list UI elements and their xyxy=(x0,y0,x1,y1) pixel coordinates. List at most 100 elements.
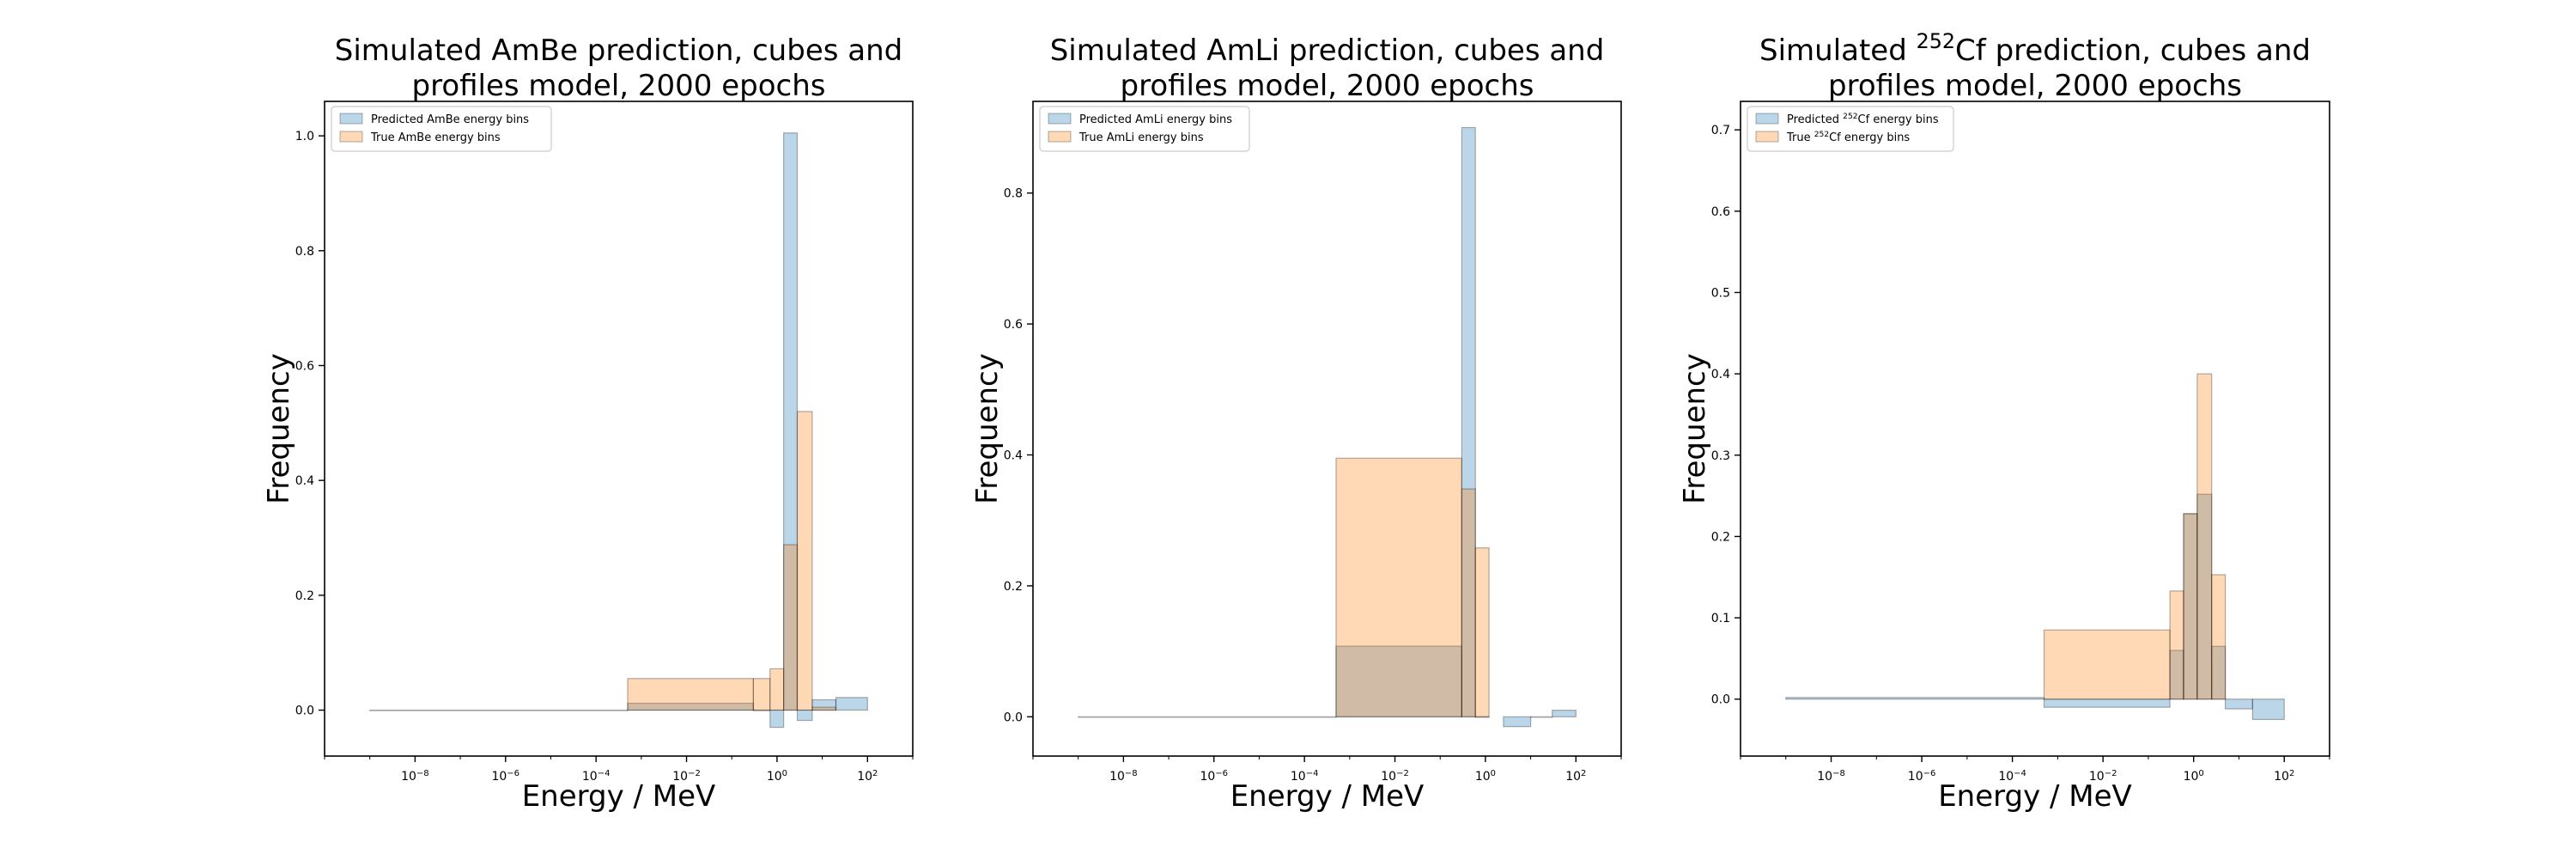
bar-predicted-6 xyxy=(811,699,837,711)
chart-title-line-2: profiles model, 2000 epochs xyxy=(1828,69,2242,103)
legend-label-predicted: Predicted AmBe energy bins xyxy=(371,113,529,126)
axes-frame xyxy=(1740,101,2330,757)
bar-predicted-6 xyxy=(2224,699,2253,710)
bar-predicted-7 xyxy=(2251,699,2285,721)
axes-frame xyxy=(324,101,914,757)
bar-predicted-3 xyxy=(769,709,785,729)
legend-label-predicted: Predicted AmLi energy bins xyxy=(1079,113,1232,126)
bar-true-2 xyxy=(769,668,785,711)
x-axis-label: Energy / MeV xyxy=(522,779,716,814)
legend-box xyxy=(1039,106,1250,152)
x-tick-label: 10−2 xyxy=(672,769,701,784)
x-tick-label: 100 xyxy=(767,769,787,784)
y-tick-label: 0.7 xyxy=(1711,124,1730,137)
y-tick-label: 0.8 xyxy=(295,245,314,259)
bar-predicted-0 xyxy=(1785,697,2045,700)
y-tick-label: 0.8 xyxy=(1004,187,1023,201)
x-tick-label: 102 xyxy=(857,769,878,784)
y-tick-label: 0.3 xyxy=(1711,449,1730,463)
bar-predicted-1 xyxy=(2043,699,2171,708)
y-tick-label: 0.5 xyxy=(1711,286,1730,300)
legend-label-true: True AmBe energy bins xyxy=(370,131,501,144)
x-tick-label: 10−6 xyxy=(1200,769,1228,784)
legend-label-true: True 252Cf energy bins xyxy=(1786,131,1910,144)
y-tick-label: 0.2 xyxy=(1004,580,1023,594)
bar-predicted-2 xyxy=(2169,650,2184,700)
bar-true-1 xyxy=(1461,488,1476,717)
x-tick-label: 10−8 xyxy=(1817,769,1845,784)
bar-true-0 xyxy=(1335,457,1462,717)
bar-predicted-4 xyxy=(2196,493,2213,700)
bar-predicted-1 xyxy=(627,702,754,711)
chart-title-line-2: profiles model, 2000 epochs xyxy=(412,69,826,103)
bar-predicted-5 xyxy=(2211,645,2227,700)
bar-true-0 xyxy=(627,678,754,711)
x-tick-label: 10−2 xyxy=(1381,769,1409,784)
x-tick-label: 102 xyxy=(2274,769,2294,784)
legend-swatch-predicted xyxy=(1048,113,1072,125)
y-tick-label: 0.2 xyxy=(1711,530,1730,544)
axes-frame xyxy=(1032,101,1622,757)
chart-panel-3: 0.0 0.1 0.2 0.3 0.4 0.5 0.6 0.7 10−8 10−6 10−4 10−2… xyxy=(1678,29,2330,814)
x-tick-label: 10−8 xyxy=(401,769,429,784)
bar-true-4 xyxy=(2211,574,2227,700)
y-tick-label: 0.6 xyxy=(1711,205,1730,219)
bar-true-3 xyxy=(783,544,799,711)
legend-label-predicted: Predicted 252Cf energy bins xyxy=(1787,113,1939,126)
y-tick-label: 0.0 xyxy=(1711,693,1730,707)
y-tick-label: 0.6 xyxy=(1004,318,1023,332)
bar-true-2 xyxy=(2183,513,2198,700)
bar-true-1 xyxy=(752,678,771,711)
x-tick-label: 10−6 xyxy=(1908,769,1936,784)
x-tick-label: 100 xyxy=(2184,769,2204,784)
legend-swatch-predicted xyxy=(339,113,363,125)
bar-predicted-6 xyxy=(1552,710,1577,717)
bar-true-1 xyxy=(2169,590,2184,700)
chart-title-line-1: Simulated AmBe prediction, cubes and xyxy=(335,34,902,68)
chart-panel-2: 0.0 0.2 0.4 0.6 0.8 10−8 10−6 10−4 10−2 100 102 Sim… xyxy=(970,34,1622,814)
bar-predicted-1 xyxy=(1335,645,1462,717)
chart-title-line-1: Simulated 252Cf prediction, cubes and xyxy=(1759,29,2311,68)
bar-true-2 xyxy=(1474,547,1490,717)
y-tick-label: 0.2 xyxy=(295,589,314,603)
legend-box xyxy=(1747,106,1954,152)
bar-true-5 xyxy=(811,706,837,711)
y-axis-label: Frequency xyxy=(970,353,1005,504)
x-tick-label: 10−4 xyxy=(1291,769,1319,784)
chart-title-line-1: Simulated AmLi prediction, cubes and xyxy=(1050,34,1605,68)
y-tick-label: 0.0 xyxy=(295,705,314,718)
bar-predicted-5 xyxy=(796,709,813,722)
y-tick-label: 0.4 xyxy=(1711,368,1730,381)
bar-predicted-7 xyxy=(835,697,868,711)
x-tick-label: 100 xyxy=(1475,769,1496,784)
y-tick-label: 0.4 xyxy=(1004,448,1023,462)
legend-box xyxy=(331,106,552,152)
legend-swatch-true xyxy=(1755,131,1779,143)
x-axis-label: Energy / MeV xyxy=(1938,779,2132,814)
legend-swatch-true xyxy=(339,131,363,143)
bar-true-3 xyxy=(2196,373,2213,700)
y-tick-label: 0.0 xyxy=(1004,711,1023,724)
y-tick-label: 1.0 xyxy=(295,130,314,143)
x-tick-label: 10−6 xyxy=(491,769,519,784)
bar-predicted-3 xyxy=(2183,513,2198,700)
y-tick-label: 0.4 xyxy=(295,474,314,488)
chart-panel-1: 0.0 0.2 0.4 0.6 0.8 1.0 10−8 10−6 10−4 10−2 100 102… xyxy=(262,34,914,814)
y-axis-label: Frequency xyxy=(1678,353,1712,504)
legend-swatch-true xyxy=(1048,131,1072,143)
bar-true-0 xyxy=(2043,629,2171,700)
y-tick-label: 0.6 xyxy=(295,359,314,373)
x-tick-label: 10−2 xyxy=(2089,769,2117,784)
bar-true-4 xyxy=(796,411,813,711)
bar-predicted-4 xyxy=(783,132,799,711)
x-tick-label: 10−8 xyxy=(1109,769,1138,784)
y-axis-label: Frequency xyxy=(262,353,296,504)
x-tick-label: 102 xyxy=(1565,769,1586,784)
x-tick-label: 10−4 xyxy=(1998,769,2026,784)
bar-predicted-2 xyxy=(1461,126,1476,717)
y-tick-label: 0.1 xyxy=(1711,612,1730,625)
x-tick-label: 10−4 xyxy=(582,769,611,784)
legend-swatch-predicted xyxy=(1755,113,1779,125)
